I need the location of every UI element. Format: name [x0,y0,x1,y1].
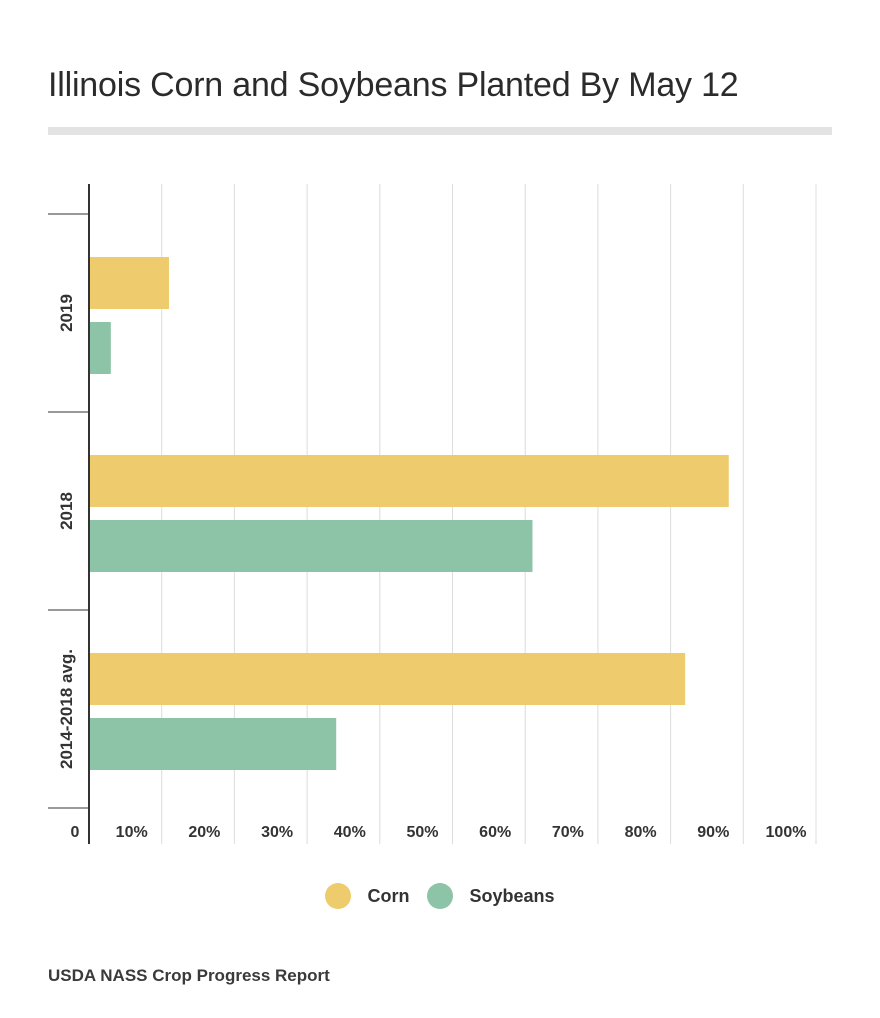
legend-item-corn[interactable]: Corn [325,883,409,909]
title-divider [48,127,832,135]
x-tick-label: 10% [116,824,148,841]
bar-corn [89,455,729,507]
x-tick-label: 40% [334,824,366,841]
x-tick-label: 20% [188,824,220,841]
x-tick-label: 50% [406,824,438,841]
x-tick-label: 70% [552,824,584,841]
legend-label-corn: Corn [367,885,410,906]
x-tick-label: 30% [261,824,293,841]
category-label: 2018 [57,492,76,530]
bar-soybeans [89,322,111,374]
category-label: 2019 [57,294,76,332]
x-tick-label: 60% [479,824,511,841]
source-note: USDA NASS Crop Progress Report [48,966,330,985]
chart-title: Illinois Corn and Soybeans Planted By Ma… [48,66,739,104]
legend-swatch-soybeans [427,883,454,909]
bar-soybeans [89,520,533,572]
legend-item-soybeans[interactable]: Soybeans [427,883,555,909]
bar-corn [89,653,686,705]
x-tick-label: 80% [625,824,657,841]
x-tick-label: 100% [766,824,807,841]
legend: Corn Soybeans [0,881,880,911]
legend-label-soybeans: Soybeans [469,885,555,906]
legend-swatch-corn [325,883,352,909]
x-tick-label: 90% [697,824,729,841]
bar-soybeans [89,718,337,770]
bar-corn [89,257,169,309]
x-tick-label: 0 [71,824,80,841]
bar-chart: 2019 2018 2014-2018 avg. 0 10% 20% 30% 40% 50% 60… [48,184,817,844]
category-label: 2014-2018 avg. [57,649,76,769]
